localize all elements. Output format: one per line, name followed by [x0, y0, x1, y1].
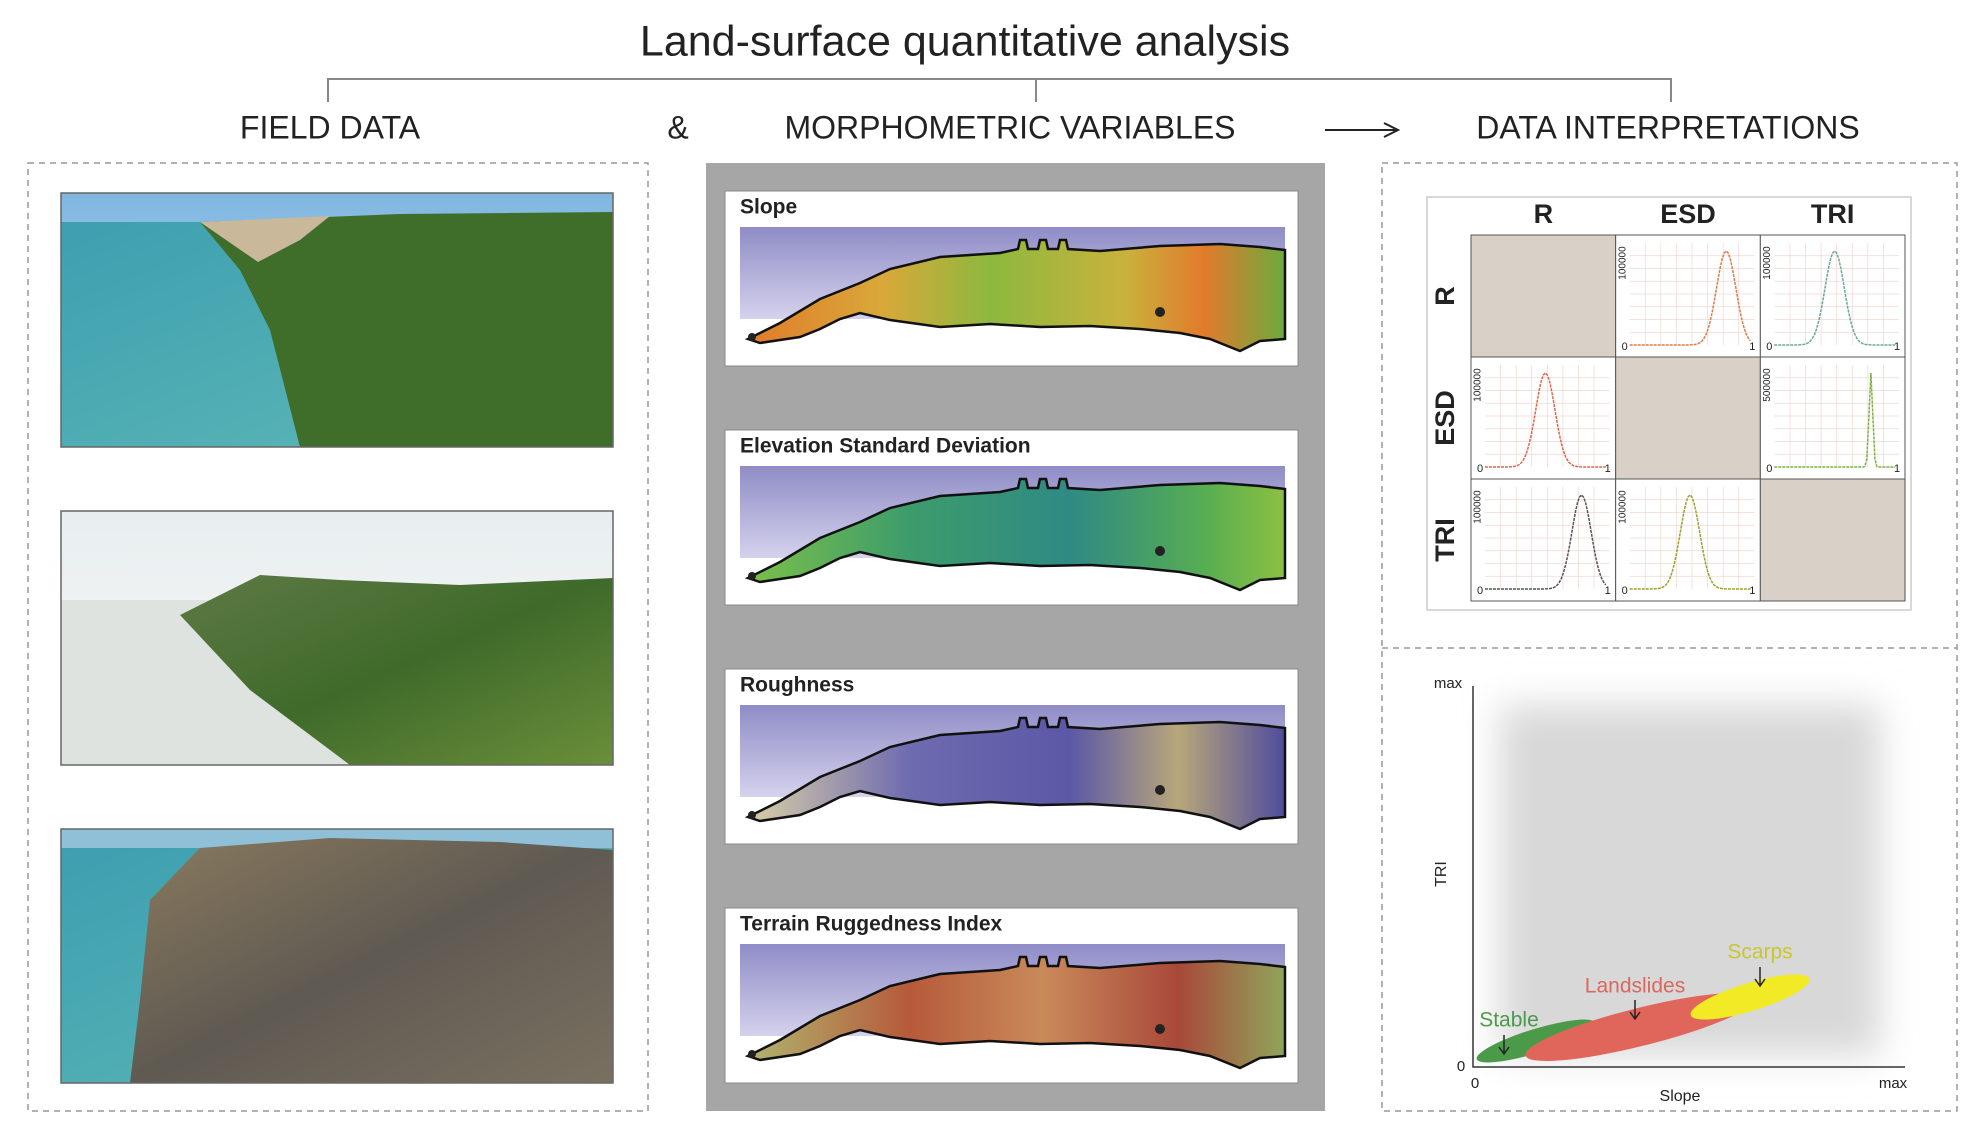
map-panel: Roughness — [724, 668, 1299, 845]
map-image — [740, 705, 1287, 831]
cell-end: 1 — [1749, 341, 1755, 353]
cell-origin: 0 — [1766, 341, 1772, 353]
cell-frame — [1615, 478, 1761, 602]
cell-origin: 0 — [1766, 463, 1772, 475]
matrix-cell: 100000 0 1 — [1759, 234, 1906, 358]
cell-end: 1 — [1894, 341, 1900, 353]
cell-end: 1 — [1749, 585, 1755, 597]
cell-y-tick: 100000 — [1473, 490, 1484, 524]
x-axis-origin: 0 — [1471, 1075, 1479, 1092]
density-curve — [1629, 493, 1751, 590]
arrow — [1325, 122, 1401, 138]
density-curve — [1629, 249, 1751, 346]
marker — [748, 333, 756, 341]
y-axis-label: TRI — [1433, 861, 1450, 887]
row-header: R — [1430, 286, 1460, 306]
y-axis-max: max — [1434, 675, 1463, 692]
class-label: Landslides — [1585, 975, 1685, 998]
section-heading: FIELD DATA — [240, 109, 421, 145]
column-header: R — [1534, 199, 1554, 229]
pointer-arrows — [1498, 967, 1766, 1056]
panel-border — [1381, 162, 1958, 1112]
cell-end: 1 — [1605, 463, 1611, 475]
map-title: Elevation Standard Deviation — [740, 435, 1031, 458]
photo — [60, 510, 614, 766]
column-header: TRI — [1811, 199, 1855, 229]
density-curve — [1485, 493, 1607, 590]
cell-frame — [1759, 478, 1906, 602]
cell-y-tick: 100000 — [1762, 246, 1773, 280]
x-axis-max: max — [1879, 1075, 1908, 1092]
map-title: Terrain Ruggedness Index — [740, 913, 1002, 936]
matrix-cell: 500000 0 1 — [1759, 356, 1906, 480]
marker — [1155, 307, 1165, 317]
matrix-cell — [1470, 234, 1617, 358]
column-header: ESD — [1660, 199, 1716, 229]
matrix-cell — [1615, 356, 1761, 480]
cell-y-tick: 100000 — [1617, 246, 1628, 280]
cell-end: 1 — [1605, 585, 1611, 597]
cell-frame — [1759, 234, 1906, 358]
photo — [60, 192, 614, 448]
x-axis-label: Slope — [1660, 1088, 1701, 1105]
map-image — [740, 466, 1287, 592]
map-list: Slope Elevation Standard Deviation Roughne… — [724, 190, 1299, 1084]
bracket — [327, 78, 1672, 102]
row-header: TRI — [1430, 518, 1460, 562]
section-heading: MORPHOMETRIC VARIABLES — [784, 109, 1235, 145]
class-label: Scarps — [1727, 941, 1792, 964]
class-label: Stable — [1479, 1009, 1539, 1032]
cell-origin: 0 — [1477, 463, 1483, 475]
map-panel: Elevation Standard Deviation — [724, 429, 1299, 606]
density-curve — [1485, 371, 1606, 468]
marker — [1155, 1024, 1165, 1034]
cell-origin: 0 — [1622, 585, 1628, 597]
cell-frame — [1470, 234, 1617, 358]
cell-origin: 0 — [1622, 341, 1628, 353]
axes — [1472, 686, 1905, 1068]
cell-end: 1 — [1894, 463, 1900, 475]
cell-y-tick: 100000 — [1473, 368, 1484, 402]
density-curve — [1774, 249, 1895, 346]
matrix-cell: 100000 0 1 — [1615, 478, 1761, 602]
scatter-sketch: max 0 0 max TRI Slope Stable Landslides … — [1433, 675, 1907, 1105]
matrix-cell — [1759, 478, 1906, 602]
panel-border — [27, 162, 649, 1112]
cell-y-tick: 100000 — [1617, 490, 1628, 524]
feature-space — [1500, 705, 1880, 1055]
section-heading: DATA INTERPRETATIONS — [1476, 109, 1859, 145]
marker — [1155, 785, 1165, 795]
density-curve — [1774, 372, 1895, 468]
matrix-cell: 100000 0 1 — [1470, 478, 1617, 602]
cell-y-tick: 500000 — [1762, 368, 1773, 402]
marker — [748, 1050, 756, 1058]
map-title: Slope — [740, 196, 797, 219]
connector: & — [667, 109, 688, 145]
map-panel: Slope — [724, 190, 1299, 367]
map-image — [740, 944, 1287, 1070]
cell-frame — [1615, 356, 1761, 480]
cell-origin: 0 — [1477, 585, 1483, 597]
photo — [60, 828, 614, 1084]
map-title: Roughness — [740, 674, 854, 697]
title: Land-surface quantitative analysis — [640, 17, 1290, 65]
matrix-cell: 100000 0 1 — [1470, 356, 1617, 480]
marker — [1155, 546, 1165, 556]
row-header: ESD — [1430, 390, 1460, 446]
map-panel: Terrain Ruggedness Index — [724, 907, 1299, 1084]
y-axis-origin: 0 — [1457, 1058, 1465, 1075]
cell-frame — [1470, 478, 1617, 602]
cell-frame — [1615, 234, 1761, 358]
marker — [748, 572, 756, 580]
map-image — [740, 227, 1287, 353]
scarp-zone — [1690, 974, 1810, 1020]
marker — [748, 811, 756, 819]
matrix-cell: 100000 0 1 — [1615, 234, 1761, 358]
